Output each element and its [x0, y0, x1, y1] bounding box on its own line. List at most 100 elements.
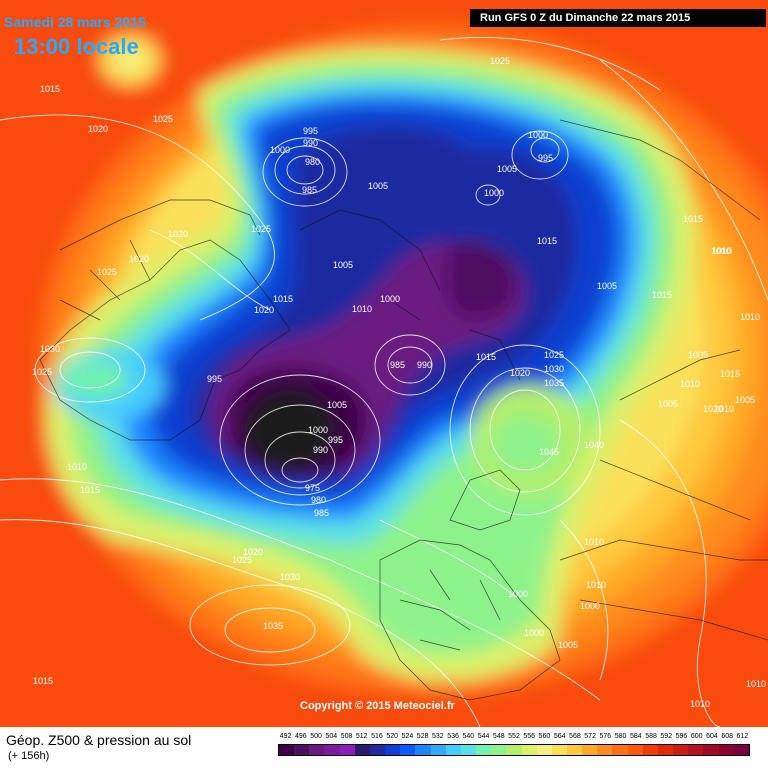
scale-swatch [324, 745, 340, 755]
scale-swatch [733, 745, 749, 755]
isobar-label: 1005 [497, 164, 517, 174]
isobar-label: 985 [302, 185, 317, 195]
scale-tick-label: 568 [569, 733, 581, 740]
isobar-label: 985 [390, 360, 405, 370]
scale-swatch [566, 745, 583, 755]
isobar-label: 1010 [584, 537, 604, 547]
isobar-label: 995 [207, 374, 222, 384]
scale-swatch [430, 745, 446, 755]
scale-swatch [536, 745, 552, 755]
isobar-label: 1010 [690, 699, 710, 709]
scale-swatch [309, 745, 325, 755]
isobar-label: 1020 [254, 305, 274, 315]
isobar-label: 1015 [537, 236, 557, 246]
scale-swatch [582, 745, 598, 755]
scale-swatch [551, 745, 567, 755]
isobar-label: 1025 [490, 56, 510, 66]
isobar-label: 1005 [688, 350, 708, 360]
isobar-label: 1010 [740, 312, 760, 322]
scale-tick-label: 556 [523, 733, 536, 740]
scale-swatch [476, 745, 492, 755]
isobar-label: 1030 [280, 572, 300, 582]
isobar-label: 1025 [544, 350, 564, 360]
isobar-label: 1000 [380, 294, 400, 304]
copyright-notice: Copyright © 2015 Meteociel.fr [300, 700, 455, 712]
isobar-label: 1020 [168, 229, 188, 239]
scale-tick-label: 508 [340, 733, 353, 740]
isobar-label: 1010 [711, 246, 731, 256]
field-title: Géop. Z500 & pression au sol [6, 732, 192, 748]
isobar-label: 1020 [510, 368, 530, 378]
scale-labels: 492 496 500 504 508 512 516 520 524 528 532 536 540 5… [278, 733, 750, 743]
isobar-label: 1015 [33, 676, 53, 686]
isobar-label: 1035 [544, 378, 564, 388]
isobar-label: 1010 [586, 580, 606, 590]
scale-tick-label: 540 [462, 733, 475, 740]
isobar-label: 1010 [352, 304, 372, 314]
isobar-label: 1015 [273, 294, 293, 304]
isobar-label: 1000 [580, 601, 600, 611]
isobar-label: 1005 [558, 640, 578, 650]
scale-tick-label: 512 [355, 733, 368, 740]
forecast-date: Samedi 28 mars 2015 [4, 14, 146, 30]
scale-tick-label: 596 [675, 733, 688, 740]
isobar-label: 1025 [232, 555, 252, 565]
isobar-label: 1010 [67, 462, 87, 472]
isobar-label: 1020 [243, 547, 263, 557]
isobar-label: 1025 [32, 367, 52, 377]
isobar-label: 995 [538, 153, 553, 163]
scale-swatch [688, 745, 704, 755]
isobar-label: 980 [311, 495, 326, 505]
scale-tick-label: 592 [660, 733, 673, 740]
isobar-label: 1005 [333, 260, 353, 270]
isobar-label: 1020 [129, 254, 149, 264]
scale-tick-label: 600 [690, 733, 703, 740]
isobar-label: 1000 [528, 130, 548, 140]
isobar-label: 1010 [746, 679, 766, 689]
scale-tick-label: 572 [584, 733, 596, 740]
scale-tick-label: 608 [721, 733, 733, 740]
isobar-label: 1000 [484, 188, 504, 198]
isobar-label: 1025 [97, 267, 117, 277]
isobar-label: 1015 [683, 214, 703, 224]
isobar-label: 1010 [714, 404, 734, 414]
scale-tick-label: 516 [371, 733, 383, 740]
scale-swatch [703, 745, 719, 755]
scale-tick-label: 564 [553, 733, 566, 740]
isobar-label: 1005 [658, 399, 678, 409]
scale-swatch [506, 745, 522, 755]
scale-swatch [521, 745, 537, 755]
isobar-label: 1000 [270, 145, 290, 155]
scale-tick-label: 560 [538, 733, 551, 740]
scale-tick-label: 524 [401, 733, 414, 740]
isobar-label: 1010 [680, 379, 700, 389]
scale-swatch [294, 745, 310, 755]
isobar-label: 1015 [652, 290, 672, 300]
scale-tick-label: 504 [325, 733, 338, 740]
forecast-hour: (+ 156h) [8, 750, 50, 762]
isobar-label: 1030 [40, 344, 60, 354]
isobar-label: 1040 [584, 440, 604, 450]
isobar-label: 990 [313, 445, 328, 455]
isobar-label: 1020 [703, 404, 723, 414]
isobar-label: 995 [303, 126, 318, 136]
isobar-label: 1010 [712, 246, 732, 256]
scale-swatch [657, 745, 674, 755]
isobar-label: 1035 [263, 621, 283, 631]
scale-tick-label: 492 [279, 733, 292, 740]
scale-swatch [279, 745, 295, 755]
scale-swatch [718, 745, 734, 755]
scale-swatch [415, 745, 431, 755]
isobar-label: 1025 [153, 114, 173, 124]
isobar-label: 980 [305, 157, 320, 167]
scale-swatch [612, 745, 628, 755]
scale-tick-label: 584 [629, 733, 642, 740]
isobar-label: 990 [303, 138, 318, 148]
isobar-label: 990 [417, 360, 432, 370]
scale-tick-label: 552 [508, 733, 520, 740]
scale-tick-label: 496 [294, 733, 307, 740]
scale-swatch [339, 745, 355, 755]
isobar-label: 1030 [544, 364, 564, 374]
isobar-label: 1020 [88, 124, 108, 134]
isobar-label: 1000 [524, 628, 544, 638]
